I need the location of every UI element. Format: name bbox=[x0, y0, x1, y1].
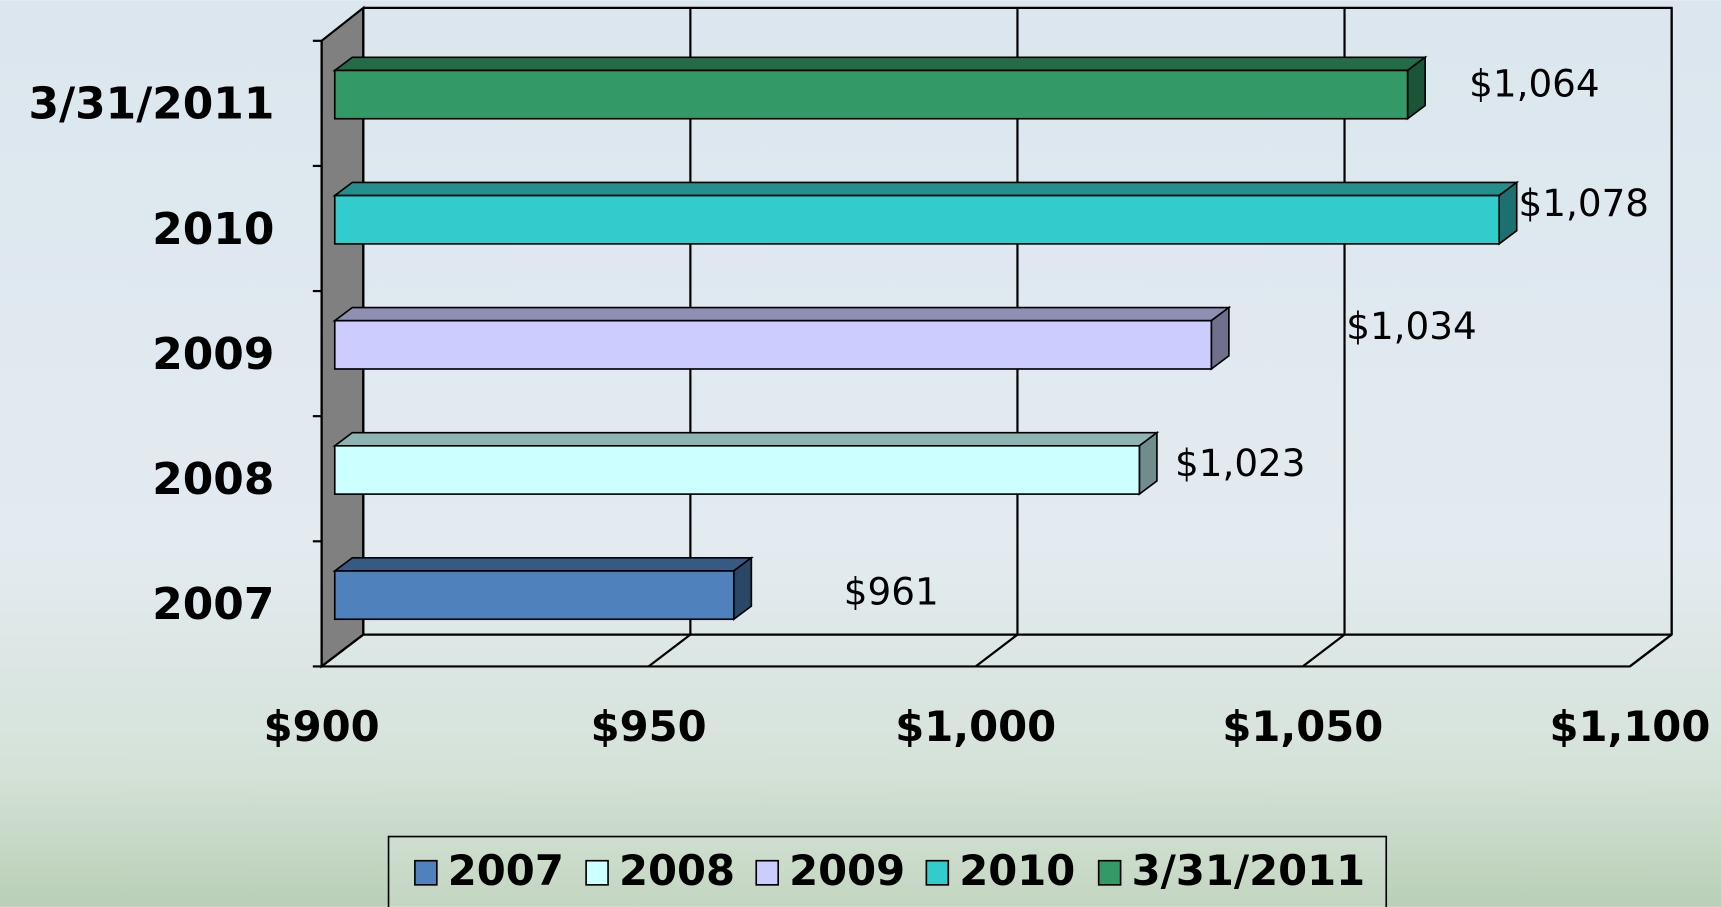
legend-swatch bbox=[926, 861, 948, 885]
x-tick-label: $1,000 bbox=[895, 702, 1056, 751]
chart: $900 $950 $1,000 $1,050 $1,100 $961 2007 $1,023… bbox=[0, 0, 1721, 907]
legend-swatch bbox=[586, 861, 608, 885]
legend-label: 2009 bbox=[789, 846, 905, 895]
legend-label: 3/31/2011 bbox=[1132, 846, 1366, 895]
value-label: $1,023 bbox=[1175, 441, 1306, 485]
bar-top bbox=[335, 182, 1517, 195]
x-tick-label: $1,050 bbox=[1222, 702, 1383, 751]
page: {"chart_data": {"type": "bar3d", "catego… bbox=[0, 0, 1721, 907]
legend-label: 2010 bbox=[959, 846, 1075, 895]
value-label: $961 bbox=[844, 569, 939, 613]
legend-swatch bbox=[415, 861, 437, 885]
y-tick-label: 2010 bbox=[152, 204, 274, 255]
y-tick-label: 2007 bbox=[152, 579, 274, 630]
value-label: $1,034 bbox=[1346, 304, 1477, 348]
x-tick-label: $950 bbox=[591, 702, 707, 751]
x-tick-label: $900 bbox=[264, 702, 380, 751]
bar-top bbox=[335, 433, 1157, 446]
legend-swatch bbox=[756, 861, 778, 885]
bar-top bbox=[335, 308, 1229, 321]
bar-top bbox=[335, 57, 1425, 70]
bar bbox=[335, 321, 1212, 369]
legend-swatch bbox=[1099, 861, 1121, 885]
value-label: $1,078 bbox=[1519, 181, 1650, 225]
x-tick-label: $1,100 bbox=[1549, 702, 1710, 751]
bar bbox=[335, 196, 1499, 244]
legend-label: 2007 bbox=[448, 846, 564, 895]
y-tick-label: 2008 bbox=[152, 454, 274, 505]
bar bbox=[335, 571, 734, 619]
value-label: $1,064 bbox=[1469, 61, 1600, 105]
y-tick-label: 2009 bbox=[152, 329, 274, 380]
bar bbox=[335, 70, 1408, 118]
bar-top bbox=[335, 558, 752, 571]
legend-label: 2008 bbox=[619, 846, 735, 895]
bar bbox=[335, 446, 1140, 494]
y-tick-label: 3/31/2011 bbox=[29, 79, 275, 130]
